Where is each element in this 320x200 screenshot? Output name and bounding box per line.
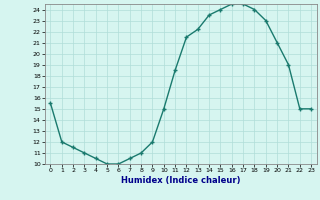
X-axis label: Humidex (Indice chaleur): Humidex (Indice chaleur) bbox=[121, 176, 241, 185]
